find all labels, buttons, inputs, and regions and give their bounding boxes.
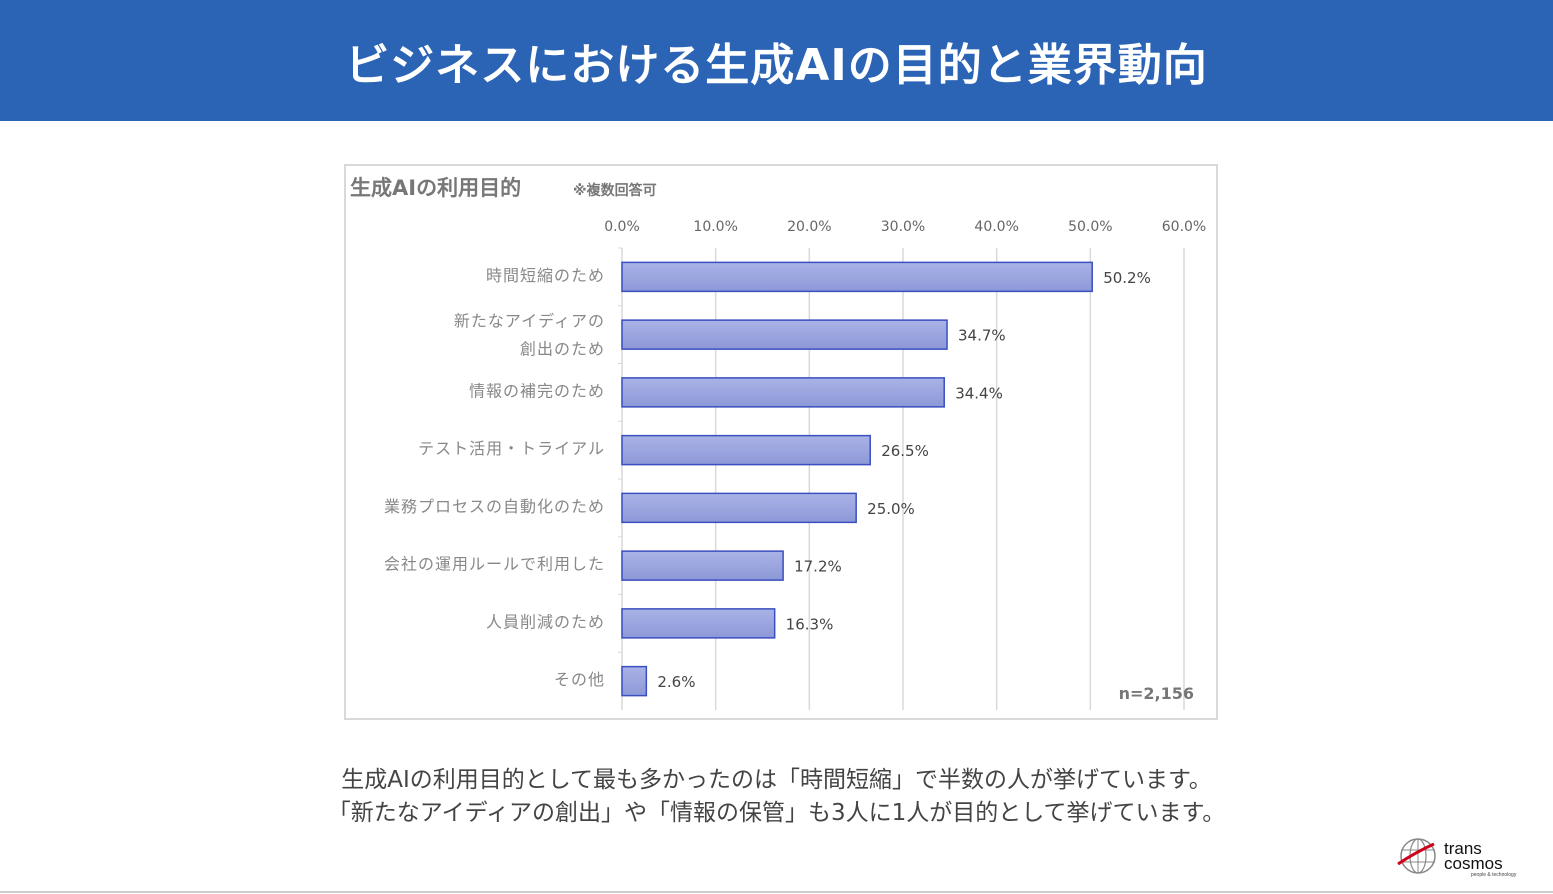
footer-divider [0, 891, 1553, 893]
category-label: 業務プロセスの自動化のため [384, 497, 605, 516]
category-label: 情報の補完のため [469, 381, 605, 400]
x-tick-label: 60.0% [1162, 219, 1206, 235]
svg-text:people & technology: people & technology [1471, 872, 1517, 878]
x-tick-label: 30.0% [881, 219, 925, 235]
bar [621, 261, 1093, 293]
x-tick-label: 10.0% [693, 219, 737, 235]
chart-subtitle: ※複数回答可 [573, 183, 657, 199]
data-label: 26.5% [881, 442, 929, 460]
data-label: 25.0% [867, 500, 915, 518]
category-label: 新たなアイディアの [454, 312, 605, 331]
svg-text:trans: trans [1444, 839, 1482, 858]
data-label: 34.7% [958, 327, 1006, 345]
bar [621, 608, 776, 639]
bar [621, 550, 784, 581]
data-label: 34.4% [955, 384, 1003, 402]
category-label: 人員削減のため [486, 612, 605, 631]
svg-text:cosmos: cosmos [1444, 854, 1503, 873]
category-label: 会社の運用ルールで利用した [384, 555, 605, 574]
caption: 生成AIの利用目的として最も多かったのは「時間短縮」で半数の人が挙げています。 … [0, 764, 1553, 830]
company-logo: trans cosmos people & technology [1397, 838, 1517, 878]
x-tick-label: 50.0% [1068, 219, 1112, 235]
data-label: 50.2% [1103, 269, 1151, 287]
bar [621, 434, 871, 466]
x-tick-label: 40.0% [974, 219, 1018, 235]
category-label: 時間短縮のため [486, 266, 605, 285]
bar [621, 492, 857, 524]
category-label: テスト活用・トライアル [418, 439, 605, 458]
chart-title: 生成AIの利用目的 [350, 176, 522, 200]
x-tick-label: 20.0% [787, 219, 831, 235]
page-title: ビジネスにおける生成AIの目的と業界動向 [345, 39, 1208, 91]
sample-size-annotation: n=2,156 [1119, 684, 1194, 703]
data-label: 2.6% [657, 673, 695, 691]
category-label: その他 [554, 670, 605, 689]
header-banner: ビジネスにおける生成AIの目的と業界動向 [0, 0, 1553, 121]
data-label: 16.3% [786, 615, 834, 633]
caption-line-2: 「新たなアイディアの創出」や「情報の保管」も3人に1人が目的として挙げています。 [327, 800, 1226, 826]
bar [621, 319, 948, 350]
category-label: 創出のため [520, 340, 605, 359]
caption-line-1: 生成AIの利用目的として最も多かったのは「時間短縮」で半数の人が挙げています。 [341, 767, 1212, 793]
x-tick-label: 0.0% [604, 219, 640, 235]
bar [621, 377, 945, 408]
data-label: 17.2% [794, 558, 842, 576]
bar [621, 665, 648, 697]
chart-frame [344, 164, 1218, 720]
